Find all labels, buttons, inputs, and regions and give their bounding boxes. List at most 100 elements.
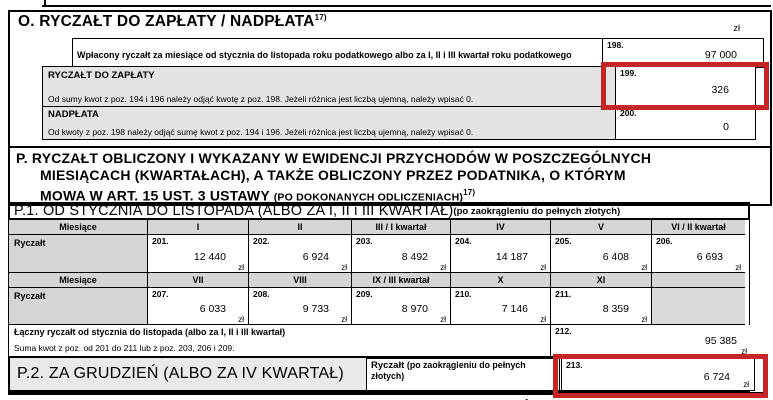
header-month-ii: II [249, 220, 352, 235]
field-209-value: 8 970 [401, 303, 428, 315]
field-203-value: 8 492 [401, 251, 428, 263]
field-213-value: 6 724 [703, 371, 730, 383]
field-202-value: 6 924 [302, 251, 329, 263]
field-202-currency: zł [341, 263, 347, 272]
field-200: 200. 0 [615, 106, 756, 140]
section-o: O. RYCZAŁT DO ZAPŁATY / NADPŁATA17) zł W… [8, 10, 772, 148]
header-month-vi-q2: VI / II kwartał [652, 220, 745, 235]
field-212-value: 95 385 [704, 335, 737, 347]
header-miesiace: Miesiące [9, 220, 148, 235]
field-204-number: 204. [455, 236, 472, 246]
header-empty-cell [652, 273, 745, 288]
field-208-number: 208. [253, 289, 270, 299]
field-201-currency: zł [238, 263, 244, 272]
field-200-number: 200. [620, 108, 637, 118]
section-p: P. RYCZAŁT OBLICZONY I WYKAZANY W EWIDEN… [8, 146, 772, 206]
field-201: 201. 12 440 zł [148, 235, 249, 273]
currency-note-198: zł [733, 23, 741, 33]
total-row-instruction: Suma kwot z poz. od 201 do 211 lub z poz… [14, 343, 235, 353]
field-212: 212. 95 385 zł [551, 325, 751, 357]
header-month-xi: XI [551, 273, 652, 288]
section-p-title-line3: MOWA W ART. 15 UST. 3 USTAWY (PO DOKONAN… [16, 184, 766, 207]
header-month-ix-q3: IX / III kwartał [352, 273, 451, 288]
field-208-value: 9 733 [302, 303, 329, 315]
p1-months-table: Miesiące I II III / I kwartał IV V VI / … [8, 218, 751, 359]
field-213-currency: zł [743, 380, 749, 389]
field-205: 205. 6 408 zł [551, 235, 652, 273]
field-201-number: 201. [152, 236, 169, 246]
field-201-value: 12 440 [193, 251, 226, 263]
header-month-iii-q1: III / I kwartał [352, 220, 451, 235]
field-198-number: 198. [607, 40, 624, 50]
field-209-number: 209. [356, 289, 373, 299]
header-month-x: X [451, 273, 551, 288]
field-213: 213. 6 724 zł [561, 358, 755, 391]
section-p2-field-label: Ryczałt (po zaokrągleniu do pełnych złot… [367, 358, 560, 390]
total-row-label: Łączny ryczałt od stycznia do listopada … [14, 327, 286, 337]
field-211: 211. 8 359 zł [551, 288, 652, 325]
table-total-row: Łączny ryczałt od stycznia do listopada … [9, 325, 751, 357]
field-205-currency: zł [641, 263, 647, 272]
total-row-label-cell: Łączny ryczałt od stycznia do listopada … [9, 325, 551, 357]
section-o-title: O. RYCZAŁT DO ZAPŁATY / NADPŁATA17) [18, 13, 327, 31]
row-199-title: RYCZAŁT DO ZAPŁATY [48, 70, 155, 81]
header-month-vii: VII [148, 273, 249, 288]
section-p1-note: (po zaokrągleniu do pełnych złotych) [453, 205, 621, 217]
field-206: 206. 6 693 zł [652, 235, 745, 273]
field-211-number: 211. [555, 289, 572, 299]
empty-cell [652, 288, 745, 325]
row-199-instruction: Od sumy kwot z poz. 194 i 196 należy odj… [48, 94, 474, 104]
field-206-currency: zł [735, 263, 741, 272]
section-o-title-text: O. RYCZAŁT DO ZAPŁATY / NADPŁATA [18, 13, 315, 31]
row-200-title: NADPŁATA [48, 109, 99, 120]
field-207-value: 6 033 [199, 303, 226, 315]
section-p-title-line2: MIESIĄCACH (KWARTAŁACH), A TAKŻE OBLICZO… [40, 167, 626, 183]
field-210-value: 7 146 [501, 303, 528, 315]
section-p1-header: P.1. OD STYCZNIA DO LISTOPADA (ALBO ZA I… [8, 202, 750, 219]
field-205-number: 205. [555, 236, 572, 246]
field-199-value: 326 [711, 84, 729, 96]
previous-section-divider [42, 5, 771, 7]
table-data-row-2: Ryczałt 207. 6 033 zł 208. 9 733 zł 209. 8 97… [9, 288, 749, 325]
field-204-value: 14 187 [495, 251, 528, 263]
table-data-row-1: Ryczałt 201. 12 440 zł 202. 6 924 zł 203. 8 4… [9, 235, 749, 273]
field-213-number: 213. [566, 360, 583, 370]
p2-ryczalt-label: Ryczałt [371, 360, 407, 371]
section-p-title: P. RYCZAŁT OBLICZONY I WYKAZANY W EWIDEN… [10, 148, 770, 207]
table-header-row-2: Miesiące VII VIII IX / III kwartał X XI [9, 273, 749, 288]
field-210-number: 210. [455, 289, 472, 299]
field-211-value: 8 359 [602, 303, 629, 315]
field-203-number: 203. [356, 236, 373, 246]
header-month-v: V [551, 220, 652, 235]
field-212-currency: zł [741, 347, 747, 356]
field-203-currency: zł [440, 263, 446, 272]
field-199-number: 199. [620, 68, 637, 78]
section-o-title-sup: 17) [314, 13, 327, 22]
field-198-value: 97 000 [704, 49, 737, 61]
p2-ryczalt-note: (po zaokrągleniu do pełnych złotych) [371, 360, 526, 381]
field-202: 202. 6 924 zł [249, 235, 352, 273]
field-204: 204. 14 187 zł [451, 235, 551, 273]
field-207-number: 207. [152, 289, 169, 299]
row-label-ryczalt-1: Ryczałt [9, 235, 148, 273]
section-p2-title: P.2. ZA GRUDZIEŃ (ALBO ZA IV KWARTAŁ) [10, 358, 367, 390]
row-200-instruction: Od kwoty z poz. 198 należy odjąć sumę kw… [48, 127, 474, 137]
header-month-viii: VIII [249, 273, 352, 288]
table-header-row-1: Miesiące I II III / I kwartał IV V VI / … [9, 220, 749, 235]
section-p1-title: P.1. OD STYCZNIA DO LISTOPADA (ALBO ZA I… [14, 203, 454, 219]
field-211-currency: zł [641, 315, 647, 324]
field-203: 203. 8 492 zł [352, 235, 451, 273]
field-200-value: 0 [723, 121, 729, 133]
field-212-number: 212. [555, 326, 572, 336]
row-199-label-cell: RYCZAŁT DO ZAPŁATY Od sumy kwot z poz. 1… [42, 66, 617, 108]
section-p-title-line3-text: MOWA W ART. 15 UST. 3 USTAWY [40, 187, 274, 204]
field-208: 208. 9 733 zł [249, 288, 352, 325]
field-206-number: 206. [656, 236, 673, 246]
field-210-currency: zł [540, 315, 546, 324]
next-section-title-clipped: Q. WNIOSEK O PRZEKAZANIE 1% PODATKU NA R… [12, 398, 722, 400]
header-miesiace-2: Miesiące [9, 273, 148, 288]
field-202-number: 202. [253, 236, 270, 246]
next-section-partial: Q. WNIOSEK O PRZEKAZANIE 1% PODATKU NA R… [8, 392, 768, 400]
row-label-ryczalt-2: Ryczałt [9, 288, 148, 325]
